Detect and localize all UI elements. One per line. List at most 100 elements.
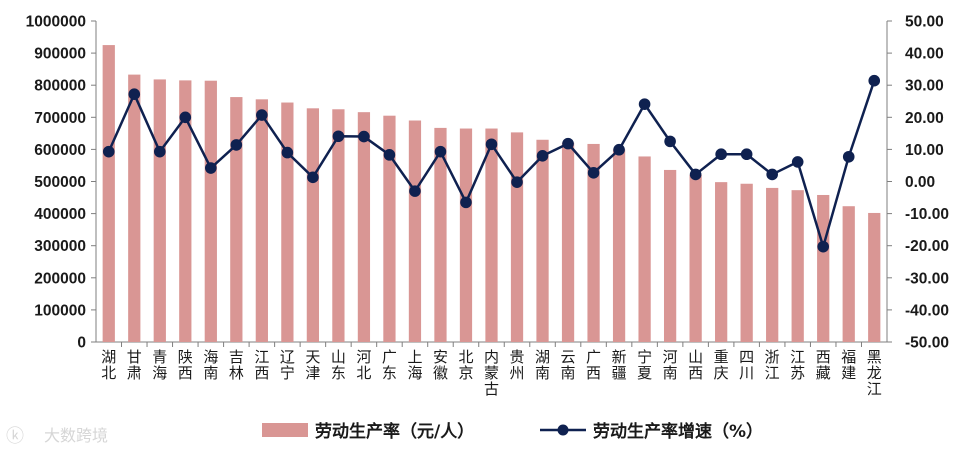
bar [459,128,473,342]
left-tick-label: 800000 [34,78,86,95]
category-label: 陕西 [178,348,193,382]
growth-point [102,145,115,158]
bar [842,206,855,342]
growth-point [868,74,881,87]
right-tick-label: -10.00 [905,206,949,223]
growth-point [205,162,217,174]
category-label: 吉林 [229,348,244,382]
category-label: 上海 [407,348,422,382]
bar [128,74,141,343]
bar [536,139,549,342]
category-label: 山西 [688,348,703,382]
growth-point [817,240,830,253]
bar [740,183,753,342]
bar [255,99,268,342]
category-label: 湖南 [535,348,550,382]
growth-point [587,167,600,179]
growth-point [307,171,319,184]
right-tick-label: -20.00 [905,238,949,255]
left-tick-label: 1000000 [26,14,86,31]
left-tick-label: 300000 [34,238,86,255]
category-label: 黑龙江 [867,348,882,398]
growth-point [153,145,166,158]
right-tick-label: -50.00 [905,335,949,352]
bar [561,142,575,342]
category-label: 西藏 [816,348,831,382]
watermark-text: 大数跨境 [44,426,108,445]
bar [204,80,217,343]
bar [383,115,396,342]
bar [332,109,345,343]
bar [434,127,447,342]
growth-point [179,111,192,124]
growth-point [358,130,370,143]
category-label: 河南 [663,348,678,382]
bar [230,97,243,343]
left-tick-label: 400000 [34,206,86,223]
growth-point [383,149,396,161]
growth-point [434,145,447,158]
category-label: 辽宁 [280,348,295,382]
category-label: 宁夏 [637,348,652,382]
right-tick-label: 10.00 [905,142,944,159]
growth-point [281,146,294,159]
growth-point [689,168,702,181]
category-label: 青海 [152,348,167,382]
growth-point [332,130,345,143]
bar [766,187,779,342]
right-tick-label: 50.00 [905,14,944,31]
right-tick-label: 0.00 [905,174,935,191]
category-label: 广东 [382,348,397,382]
left-tick-label: 200000 [34,270,86,287]
right-tick-label: 40.00 [905,46,944,63]
right-tick-label: -40.00 [905,302,949,319]
bar [663,169,677,342]
growth-point [664,135,676,148]
left-tick-label: 600000 [34,142,86,159]
plot-area: 0 100000 200000 300000 400000 500000 600000 700… [26,14,949,399]
category-label: 江苏 [790,348,805,382]
growth-point [791,156,804,168]
bar [612,149,626,342]
left-tick-label: 0 [77,335,86,352]
category-label: 山东 [331,348,346,382]
right-tick-label: 30.00 [905,78,944,95]
legend: 劳动生产率（元/人） 劳动生产率增速（%） [262,421,763,442]
bar [153,79,166,342]
category-label: 重庆 [714,348,729,382]
category-label: 广西 [586,348,601,382]
category-label: 浙江 [765,348,780,382]
bar [791,190,804,342]
category-label: 内蒙古 [484,348,499,398]
legend-line-label: 劳动生产率增速（%） [593,421,763,442]
bar [587,143,600,342]
legend-bar-swatch [262,423,308,437]
growth-point [766,168,778,181]
bar [485,128,498,342]
category-label: 江西 [254,348,269,382]
bar [868,212,881,342]
growth-point [613,143,625,156]
category-label: 天津 [305,348,320,382]
category-label: 北京 [458,348,473,382]
category-label: 甘肃 [127,348,142,382]
bar [281,102,294,342]
left-tick-label: 100000 [34,302,86,319]
bar [510,132,524,342]
growth-point [409,185,421,197]
bar [408,120,422,342]
right-tick-label: 20.00 [905,110,944,127]
left-tick-label: 700000 [34,110,86,127]
category-label: 福建 [841,348,856,382]
category-label: 云南 [561,348,576,382]
bar [179,80,192,342]
growth-point [511,176,523,188]
legend-bar-label: 劳动生产率（元/人） [315,421,474,442]
category-label: 海南 [203,348,218,382]
bar [306,108,320,342]
growth-point [842,150,855,163]
watermark: ⓚ 大数跨境 [6,426,108,447]
bar [689,174,702,342]
growth-point [715,148,727,161]
